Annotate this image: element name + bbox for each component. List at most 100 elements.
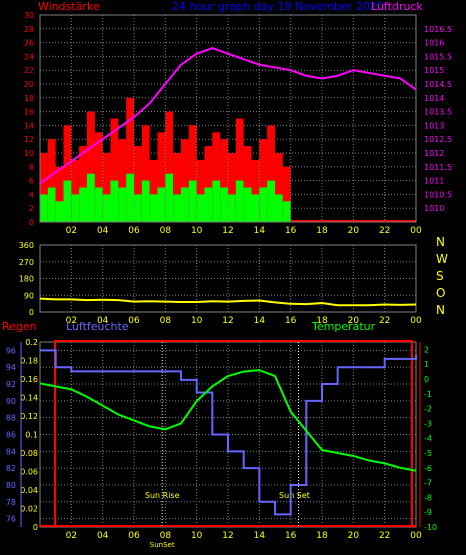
avg-wind-bar bbox=[204, 187, 213, 222]
wind-y-tick-label: 8 bbox=[29, 163, 34, 172]
direction-x-tick-label: 04 bbox=[97, 316, 109, 326]
rain-y-tick-label: 0.12 bbox=[20, 412, 38, 421]
avg-wind-bar bbox=[267, 180, 275, 222]
wind-x-tick-label: 14 bbox=[254, 226, 266, 236]
avg-wind-bar bbox=[71, 194, 80, 222]
wind-y-tick-label: 14 bbox=[24, 121, 34, 130]
temperature-y-tick-label: 0 bbox=[424, 375, 429, 384]
avg-wind-bar bbox=[251, 194, 260, 222]
avg-wind-bar bbox=[55, 201, 64, 222]
pressure-y-tick-label: 1016.5 bbox=[424, 25, 452, 34]
avg-wind-bar bbox=[275, 194, 283, 222]
gust-bar bbox=[134, 146, 142, 222]
gust-bar bbox=[94, 132, 103, 222]
wind-x-tick-label: 00 bbox=[410, 226, 422, 236]
pressure-y-tick-label: 1012 bbox=[424, 149, 444, 158]
wind-y-tick-label: 2 bbox=[29, 204, 34, 213]
climate-x-tick-label: 12 bbox=[222, 531, 233, 541]
gust-bar bbox=[251, 159, 260, 222]
direction-x-tick-label: 08 bbox=[160, 316, 172, 326]
humidity-y-tick-label: 88 bbox=[6, 414, 16, 423]
climate-x-tick-label: 14 bbox=[254, 531, 266, 541]
climate-x-tick-label: 02 bbox=[66, 531, 77, 541]
climate-x-tick-label: 18 bbox=[316, 531, 328, 541]
sun-set-label: Sun Set bbox=[279, 491, 310, 500]
rain-legend: Regen bbox=[2, 320, 37, 333]
avg-wind-bar bbox=[196, 194, 205, 222]
rain-y-tick-label: 0.14 bbox=[20, 394, 38, 403]
humidity-y-tick-label: 80 bbox=[6, 481, 16, 490]
temperature-y-tick-label: -5 bbox=[424, 449, 432, 458]
avg-wind-bar bbox=[110, 180, 119, 222]
climate-x-tick-label: 08 bbox=[160, 531, 172, 541]
temperature-y-tick-label: -6 bbox=[424, 464, 432, 473]
direction-y-tick-label: 90 bbox=[24, 291, 34, 300]
rain-y-tick-label: 0.16 bbox=[20, 375, 38, 384]
wind-y-tick-label: 30 bbox=[24, 11, 34, 20]
rain-y-tick-label: 0.02 bbox=[20, 505, 38, 514]
temperature-y-tick-label: -9 bbox=[424, 508, 432, 517]
pressure-y-tick-label: 1011.5 bbox=[424, 163, 452, 172]
avg-wind-bar bbox=[220, 187, 228, 222]
gust-bar bbox=[212, 132, 221, 222]
compass-label: N bbox=[436, 303, 445, 317]
pressure-y-tick-label: 1016 bbox=[424, 39, 444, 48]
wind-y-tick-label: 16 bbox=[24, 108, 34, 117]
temperature-y-tick-label: 1 bbox=[424, 360, 429, 369]
direction-line bbox=[39, 297, 417, 307]
gust-bar bbox=[40, 153, 48, 222]
gust-bar bbox=[55, 166, 64, 222]
humidity-y-tick-label: 76 bbox=[6, 515, 16, 524]
wind-pressure-chart: 02468101214161820222426283010101010.5101… bbox=[24, 11, 452, 236]
temperature-y-tick-label: -7 bbox=[424, 479, 432, 488]
wind-x-tick-label: 08 bbox=[160, 226, 172, 236]
avg-wind-bar bbox=[102, 194, 111, 222]
humidity-y-tick-label: 86 bbox=[6, 431, 16, 440]
avg-wind-bar bbox=[149, 194, 158, 222]
temperature-line bbox=[39, 369, 417, 472]
pressure-y-tick-label: 1010.5 bbox=[424, 190, 452, 199]
page-title: 24 hour graph day 19 November 2020 bbox=[172, 0, 384, 13]
avg-wind-bar bbox=[118, 187, 127, 222]
compass-label: N bbox=[436, 235, 445, 249]
gust-bar bbox=[102, 153, 111, 222]
compass-label: S bbox=[436, 269, 444, 283]
gust-bar bbox=[141, 125, 150, 222]
wind-y-tick-label: 28 bbox=[24, 25, 34, 34]
gust-bar bbox=[196, 159, 205, 222]
avg-wind-bar bbox=[228, 194, 236, 222]
compass-label: W bbox=[436, 252, 448, 266]
climate-x-tick-label: 22 bbox=[379, 531, 390, 541]
gust-bar bbox=[71, 159, 80, 222]
temperature-y-tick-label: -10 bbox=[424, 523, 437, 532]
rain-y-tick-label: 0.2 bbox=[25, 338, 38, 347]
humidity-y-tick-label: 94 bbox=[6, 363, 16, 372]
gust-bar bbox=[282, 166, 291, 222]
wind-y-tick-label: 0 bbox=[29, 218, 34, 227]
direction-x-tick-label: 22 bbox=[379, 316, 390, 326]
avg-wind-bar bbox=[188, 180, 197, 222]
gust-bar bbox=[243, 146, 252, 222]
rain-y-tick-label: 0.06 bbox=[20, 468, 38, 477]
pressure-y-tick-label: 1014.5 bbox=[424, 80, 452, 89]
temperature-y-tick-label: -8 bbox=[424, 493, 432, 502]
pressure-y-tick-label: 1015 bbox=[424, 66, 444, 75]
rain-humidity-temperature-chart: 76 78 80 82 84 86 88 90 92 94 96 0 0.02 0.04 0.06 0.08 0… bbox=[6, 338, 437, 549]
wind-axis-title: Windstärke bbox=[38, 0, 100, 13]
gust-bar bbox=[259, 139, 268, 222]
temperature-y-tick-label: 2 bbox=[424, 345, 429, 354]
pressure-axis-title: Luftdruck bbox=[371, 0, 423, 13]
avg-wind-bar bbox=[181, 187, 189, 222]
gust-bar bbox=[63, 125, 72, 222]
gust-bar bbox=[165, 111, 174, 222]
wind-y-tick-label: 22 bbox=[24, 66, 34, 75]
wind-y-tick-label: 26 bbox=[24, 39, 34, 48]
gust-bar bbox=[149, 159, 158, 222]
wind-x-tick-label: 06 bbox=[128, 226, 140, 236]
direction-x-tick-label: 16 bbox=[285, 316, 297, 326]
gust-bar bbox=[118, 139, 127, 222]
avg-wind-bar bbox=[79, 187, 87, 222]
compass-label: O bbox=[436, 286, 445, 300]
direction-x-tick-label: 10 bbox=[191, 316, 203, 326]
wind-x-tick-label: 10 bbox=[191, 226, 203, 236]
